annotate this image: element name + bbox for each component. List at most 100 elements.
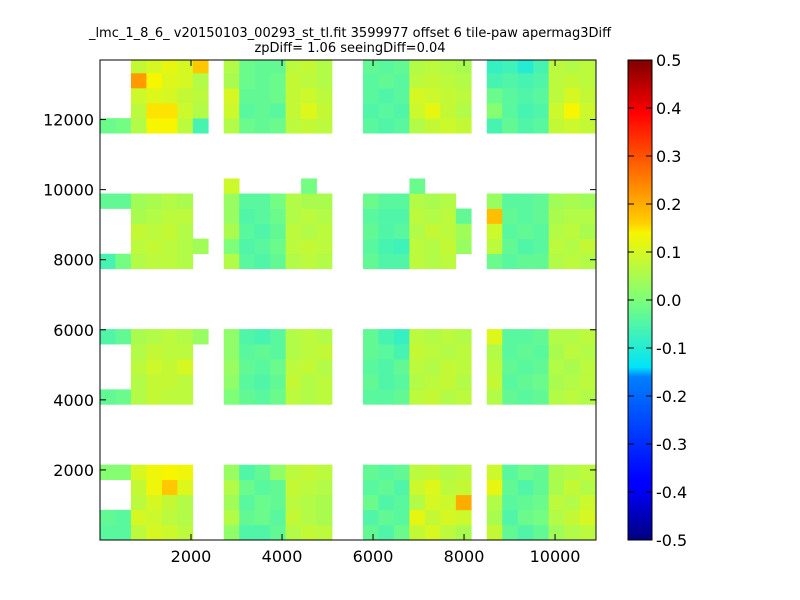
- heatmap-cell: [378, 88, 395, 104]
- heatmap-cell: [316, 509, 333, 526]
- heatmap-cell: [502, 60, 519, 74]
- heatmap-cell: [239, 223, 256, 239]
- heatmap-cell: [285, 88, 302, 104]
- heatmap-cell: [548, 344, 565, 360]
- heatmap-cell: [455, 103, 472, 119]
- heatmap-cell: [316, 479, 333, 496]
- heatmap-cell: [579, 494, 596, 511]
- heatmap-cell: [270, 253, 286, 270]
- heatmap-cell: [316, 494, 333, 511]
- heatmap-cell: [316, 329, 333, 345]
- heatmap-cell: [270, 208, 286, 224]
- heatmap-cell: [316, 389, 333, 405]
- heatmap-cell: [316, 60, 333, 74]
- heatmap-cell: [378, 479, 395, 496]
- heatmap-cell: [440, 118, 457, 134]
- heatmap-cell: [564, 103, 580, 119]
- heatmap-cell: [440, 103, 457, 119]
- heatmap-cell: [254, 344, 271, 360]
- heatmap-cell: [146, 72, 163, 89]
- heatmap-cell: [239, 118, 256, 134]
- heatmap-cell: [254, 88, 271, 104]
- heatmap-cell: [440, 60, 457, 74]
- heatmap-cell: [517, 479, 534, 496]
- heatmap-cell: [393, 509, 410, 526]
- heatmap-cell: [363, 253, 379, 270]
- heatmap-cell: [130, 524, 147, 541]
- heatmap-cell: [486, 72, 503, 89]
- heatmap-cell: [177, 374, 194, 390]
- heatmap-cell: [363, 60, 379, 74]
- heatmap-cell: [517, 464, 534, 481]
- heatmap-cell: [533, 509, 549, 526]
- heatmap-cell: [393, 253, 410, 270]
- heatmap-cell: [393, 494, 410, 511]
- heatmap-cell: [409, 464, 426, 481]
- heatmap-cell: [270, 524, 286, 541]
- heatmap-cell: [517, 88, 534, 104]
- heatmap-cell: [502, 103, 519, 119]
- heatmap-cell: [579, 118, 596, 134]
- heatmap-cell: [424, 208, 441, 224]
- heatmap-cell: [177, 344, 194, 360]
- heatmap-cell: [363, 103, 379, 119]
- x-tick-label: 10000: [530, 547, 581, 566]
- heatmap-cell: [130, 359, 147, 375]
- heatmap-cell: [409, 118, 426, 134]
- heatmap-cell: [455, 359, 472, 375]
- heatmap-cell: [409, 223, 426, 239]
- heatmap-cell: [146, 118, 163, 134]
- heatmap-cell: [502, 389, 519, 405]
- heatmap-cell: [285, 524, 302, 541]
- heatmap-cell: [378, 208, 395, 224]
- heatmap-cell: [239, 359, 256, 375]
- chart-title-line2: zpDiff= 1.06 seeingDiff=0.04: [254, 41, 445, 56]
- heatmap-cell: [316, 344, 333, 360]
- heatmap-cell: [161, 464, 178, 481]
- heatmap-cell: [455, 329, 472, 345]
- heatmap-cell: [393, 524, 410, 541]
- heatmap-cell: [424, 118, 441, 134]
- heatmap-cell: [100, 509, 116, 526]
- heatmap-cell: [409, 524, 426, 541]
- heatmap-cell: [517, 509, 534, 526]
- heatmap-cell: [393, 329, 410, 345]
- heatmap-cell: [285, 118, 302, 134]
- heatmap-cell: [502, 253, 519, 270]
- heatmap-cell: [192, 72, 209, 89]
- heatmap-cell: [440, 72, 457, 89]
- heatmap-cell: [316, 238, 333, 255]
- heatmap-cell: [301, 464, 317, 481]
- y-tick-label: 12000: [43, 111, 94, 130]
- heatmap-cell: [192, 88, 209, 104]
- heatmap-cell: [393, 344, 410, 360]
- heatmap-cell: [254, 60, 271, 74]
- heatmap-cell: [486, 524, 503, 541]
- heatmap-cell: [146, 359, 163, 375]
- heatmap-cell: [564, 329, 580, 345]
- heatmap-cell: [146, 464, 163, 481]
- heatmap-cell: [177, 389, 194, 405]
- heatmap-cell: [486, 359, 503, 375]
- heatmap-cell: [579, 253, 596, 270]
- heatmap-cell: [363, 208, 379, 224]
- heatmap-cell: [254, 524, 271, 541]
- colorbar-tick-label: 0.2: [656, 195, 681, 214]
- heatmap-cell: [533, 374, 549, 390]
- heatmap-cell: [424, 359, 441, 375]
- heatmap-cell: [285, 103, 302, 119]
- heatmap-cell: [424, 238, 441, 255]
- heatmap-cell: [533, 479, 549, 496]
- heatmap-cell: [130, 193, 147, 209]
- heatmap-cell: [393, 479, 410, 496]
- heatmap-cell: [533, 118, 549, 134]
- heatmap-cell: [270, 374, 286, 390]
- heatmap-cell: [270, 389, 286, 405]
- heatmap-cell: [115, 193, 132, 209]
- heatmap-cell: [455, 509, 472, 526]
- heatmap-cell: [177, 88, 194, 104]
- heatmap-cell: [440, 359, 457, 375]
- heatmap-cell: [223, 193, 240, 209]
- heatmap-cell: [270, 464, 286, 481]
